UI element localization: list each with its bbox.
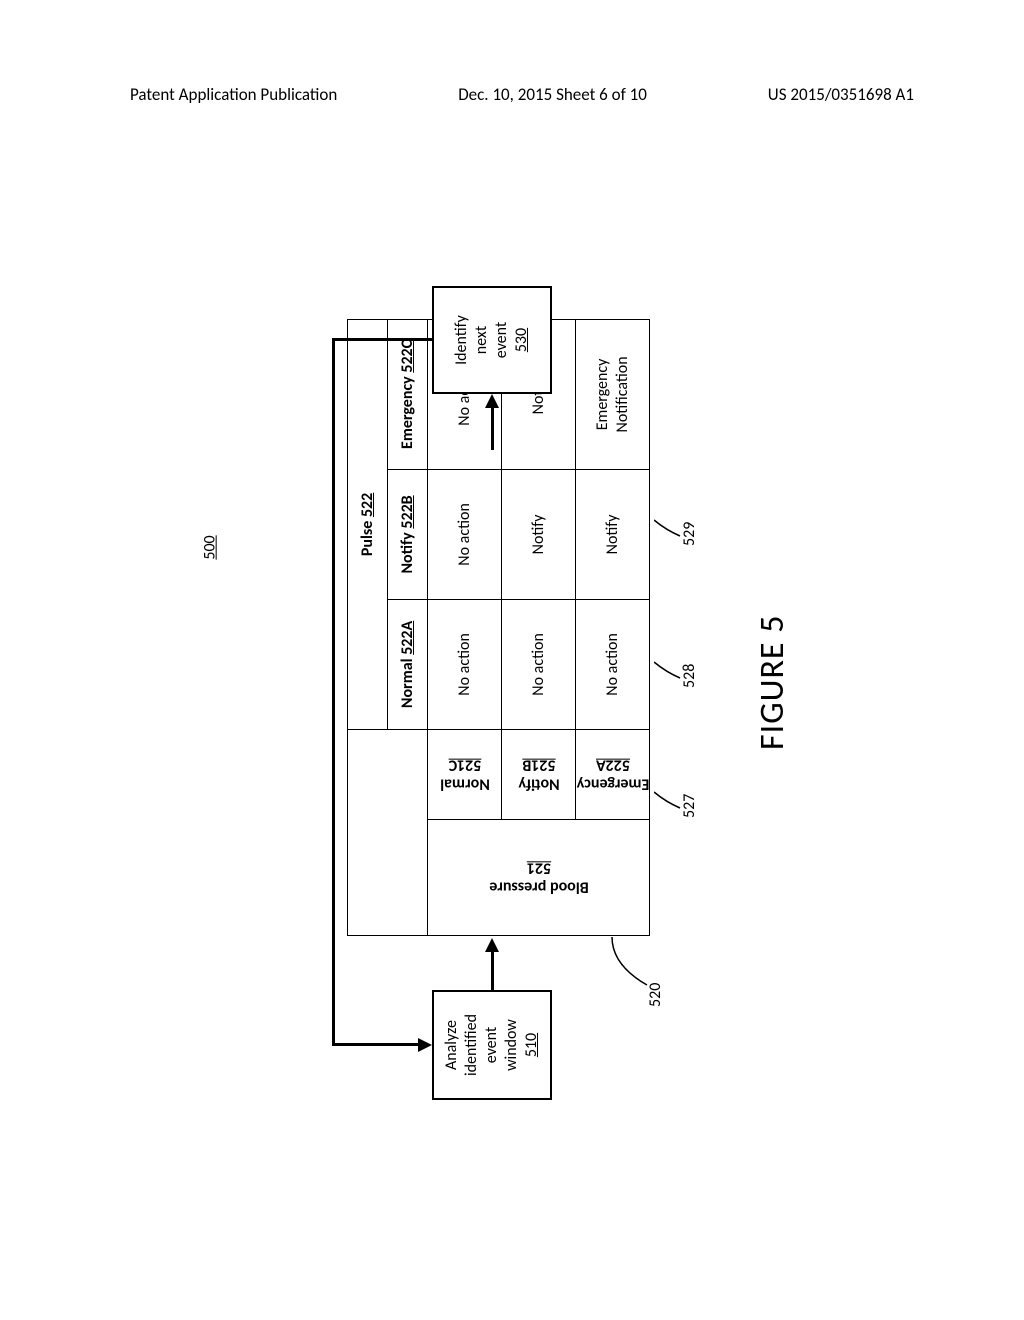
matrix-row-c: Emergency 522A [576,729,650,819]
decision-matrix: Pulse 522 Normal 522A Notify 522B Emerge… [347,319,650,936]
matrix-row-group: Blood pressure 521 [428,819,650,935]
matrix-col-c: Emergency 522C [388,319,428,469]
identify-line3: event [492,322,512,359]
diagram-container: Analyze identified event window 510 Puls… [202,210,822,1110]
matrix-row-a: Normal 521C [428,729,502,819]
analyze-line1: Analyze [442,1020,462,1070]
analyze-line2: identified [462,1014,482,1076]
cell-1-0: No action [502,599,576,729]
matrix-col-group: Pulse 522 [348,319,388,729]
arrow-analyze-matrix-head [485,938,499,952]
loop-up [332,339,432,342]
callout-520: 520 [602,935,662,1015]
loop-down [332,1044,420,1047]
arrow-matrix-identify-head [485,394,499,408]
cell-2-1: Notify [576,469,650,599]
header-center: Dec. 10, 2015 Sheet 6 of 10 [458,84,647,105]
identify-line2: next [472,326,492,354]
loop-down-head [418,1038,432,1052]
cell-1-1: Notify [502,469,576,599]
loop-across [332,338,335,1046]
header-left: Patent Application Publication [130,84,337,105]
analyze-ref: 510 [522,1033,542,1057]
cell-2-2: Emergency Notification [576,319,650,469]
matrix-col-a: Normal 522A [388,599,428,729]
matrix-col-b: Notify 522B [388,469,428,599]
cell-0-1: No action [428,469,502,599]
cell-0-0: No action [428,599,502,729]
arrow-analyze-matrix [491,950,494,990]
identify-ref: 530 [512,328,532,352]
identify-line1: Identify [452,315,472,365]
figure-title: FIGURE 5 [752,615,793,750]
callout-528: 528 [654,642,686,682]
identify-box: Identify next event 530 [432,286,552,394]
cell-2-0: No action [576,599,650,729]
header-right: US 2015/0351698 A1 [768,84,914,105]
analyze-line3: event [482,1027,502,1064]
analyze-line4: window [502,1019,522,1071]
matrix-row-b: Notify 521B [502,729,576,819]
callout-527: 527 [654,772,686,812]
analyze-box: Analyze identified event window 510 [432,990,552,1100]
arrow-matrix-identify [491,406,494,450]
callout-529: 529 [654,500,686,540]
page-header: Patent Application Publication Dec. 10, … [0,84,1024,105]
